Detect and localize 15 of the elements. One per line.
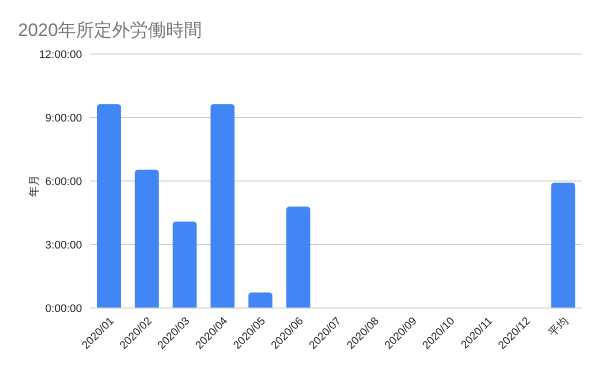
bar [286, 206, 310, 308]
y-tick-label: 3:00:00 [45, 239, 82, 252]
bar [172, 222, 197, 308]
bar [248, 292, 272, 308]
bar [551, 182, 576, 308]
y-tick-label: 9:00:00 [45, 112, 82, 124]
y-tick-label: 0:00:00 [45, 302, 82, 315]
bar [134, 170, 159, 308]
x-tick-label: 平均 [546, 315, 571, 340]
y-tick-label: 6:00:00 [45, 176, 82, 188]
y-tick-label: 12:00:00 [39, 48, 82, 61]
chart-title: 2020年所定外労働時間 [18, 19, 202, 42]
bar [210, 104, 235, 308]
y-axis-title: 年月 [28, 175, 42, 197]
bar [97, 104, 121, 308]
